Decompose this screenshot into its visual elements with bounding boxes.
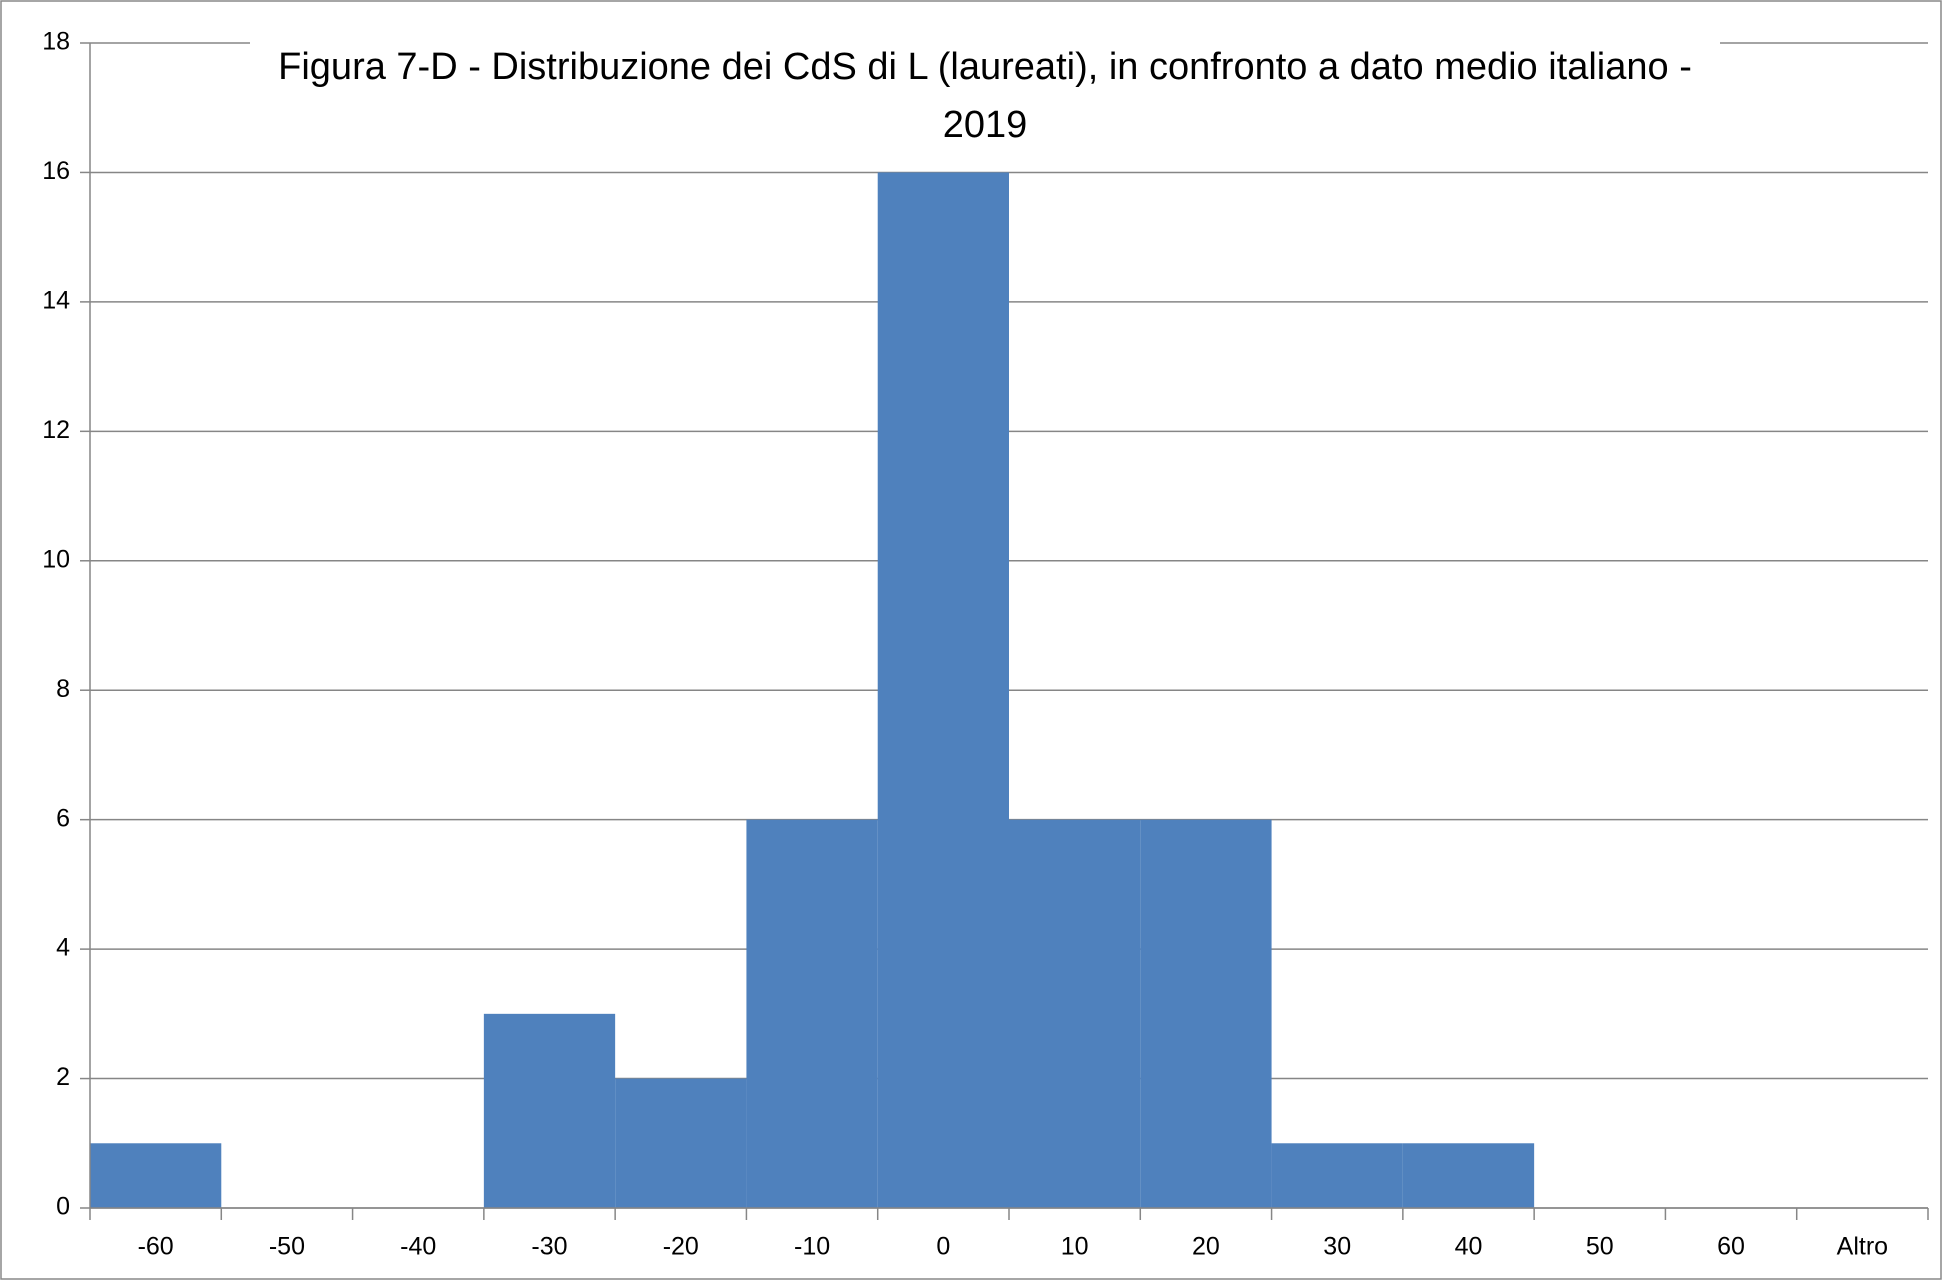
y-tick-label: 0 [56, 1193, 70, 1221]
y-tick-label: 16 [42, 157, 70, 185]
x-tick-label: -40 [400, 1233, 436, 1261]
bar [877, 172, 1009, 1208]
x-tick-label: -60 [138, 1233, 174, 1261]
x-tick-label: Altro [1837, 1233, 1888, 1261]
bar [1140, 819, 1272, 1208]
bar [1271, 1143, 1403, 1208]
x-tick-label: -50 [269, 1233, 305, 1261]
y-tick-label: 4 [56, 934, 70, 962]
y-tick-label: 14 [42, 286, 70, 314]
x-tick-label: 40 [1455, 1233, 1483, 1261]
x-tick-label: 20 [1192, 1233, 1220, 1261]
bar [746, 819, 878, 1208]
x-tick-label: 60 [1717, 1233, 1745, 1261]
x-tick-label: 50 [1586, 1233, 1614, 1261]
y-tick-label: 6 [56, 804, 70, 832]
bar [90, 1143, 222, 1208]
x-tick-label: 0 [936, 1233, 950, 1261]
y-tick-label: 10 [42, 545, 70, 573]
bar [615, 1078, 747, 1208]
x-tick-label: -10 [794, 1233, 830, 1261]
bar [483, 1013, 616, 1208]
y-tick-label: 12 [42, 416, 70, 444]
x-tick-label: -30 [531, 1233, 567, 1261]
x-tick-label: 30 [1323, 1233, 1351, 1261]
chart-title: Figura 7-D - Distribuzione dei CdS di L … [250, 38, 1720, 154]
y-tick-label: 18 [42, 28, 70, 56]
y-tick-label: 2 [56, 1063, 70, 1091]
x-tick-label: 10 [1061, 1233, 1089, 1261]
y-tick-label: 8 [56, 675, 70, 703]
bar [1009, 819, 1141, 1208]
bar [1402, 1143, 1535, 1208]
x-tick-label: -20 [663, 1233, 699, 1261]
